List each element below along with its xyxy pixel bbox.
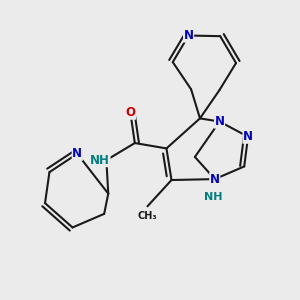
Text: CH₃: CH₃ [138, 211, 157, 221]
Text: NH: NH [90, 154, 110, 166]
Text: O: O [125, 106, 135, 119]
Text: N: N [214, 115, 225, 128]
Text: N: N [243, 130, 253, 143]
Text: NH: NH [204, 192, 223, 203]
Text: N: N [210, 172, 220, 186]
Text: N: N [184, 29, 194, 42]
Text: N: N [72, 147, 82, 160]
